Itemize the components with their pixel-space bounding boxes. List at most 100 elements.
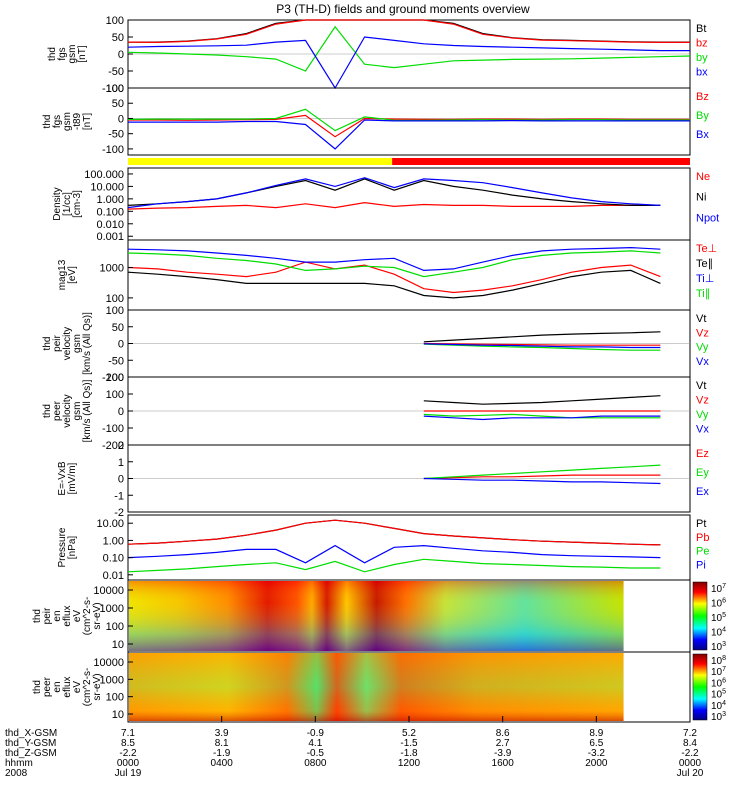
- y-axis-title: Pressure: [57, 527, 68, 567]
- legend-label: Te⊥: [696, 243, 717, 255]
- legend-label: Ne: [696, 171, 710, 183]
- series-line-Pt: [127, 519, 661, 546]
- y-axis-title: sr-eV): [92, 602, 103, 629]
- time-axis-value: -0.9: [307, 728, 325, 739]
- y-tick-label: 100: [106, 389, 124, 401]
- time-axis-value: 8.9: [589, 728, 603, 739]
- legend-label: Vt: [696, 380, 706, 392]
- y-axis-title: [km/s (All Qs)]: [82, 379, 93, 442]
- y-tick-label: -100: [102, 83, 124, 95]
- time-row-label: hhmm: [5, 758, 33, 769]
- spectrogram-shading: [129, 653, 624, 721]
- y-axis-title: thd: [42, 337, 53, 351]
- y-axis-title: thd: [42, 115, 53, 129]
- y-axis-title: [nT]: [77, 45, 88, 62]
- series-line-Vy: [423, 343, 661, 351]
- y-axis-title: (cm^2-s-: [82, 597, 93, 636]
- y-axis-title: fgs: [52, 115, 63, 128]
- y-tick-label: -50: [108, 129, 124, 141]
- y-tick-label: 0.01: [103, 570, 124, 582]
- y-tick-label: -100: [102, 423, 124, 435]
- legend-label: Bz: [696, 91, 709, 103]
- legend-label: Vx: [696, 424, 709, 436]
- series-line-Vx: [423, 343, 661, 349]
- panel-frame: [127, 514, 691, 581]
- legend-label: Ey: [696, 467, 709, 479]
- legend-label: Bx: [696, 129, 709, 141]
- time-axis-value: 2000: [585, 758, 608, 769]
- y-axis-title: thd: [32, 609, 43, 623]
- y-tick-label: 0.010: [96, 219, 124, 231]
- y-axis-title: [eV]: [67, 266, 78, 284]
- time-axis-value: -1.5: [400, 738, 418, 749]
- legend-label: Vz: [696, 395, 709, 407]
- legend-label: bz: [696, 38, 708, 50]
- series-line-Ey: [423, 464, 661, 480]
- y-axis-title: en: [52, 681, 63, 692]
- colorbar-tick-label: 108: [711, 655, 726, 667]
- y-axis-title: peer: [42, 676, 53, 697]
- time-axis-value: 4.1: [308, 738, 322, 749]
- y-axis-title: eV: [72, 610, 83, 623]
- panel-2: 100 50 0 -50 -100 Bz By Bx thd fgs gsm -t89 [nT]: [42, 83, 709, 156]
- series-line-Pb: [127, 519, 661, 546]
- series-line-Npot: [127, 177, 661, 209]
- legend-label: By: [696, 110, 709, 122]
- series-line-Vz: [423, 342, 661, 346]
- y-axis-title: gsm: [62, 112, 73, 131]
- y-axis-title: (cm^2-s-: [82, 668, 93, 707]
- time-axis-value: Jul 20: [677, 768, 704, 779]
- time-row-label: thd_Y-GSM: [5, 738, 56, 749]
- y-tick-label: -200: [102, 440, 124, 452]
- time-axis-value: 0000: [679, 758, 702, 769]
- time-axis-value: 8.1: [215, 738, 229, 749]
- y-axis-title: E=-VxB: [57, 461, 68, 496]
- series-line-Pe: [127, 558, 661, 573]
- y-tick-label: -1: [114, 490, 124, 502]
- series-line-Ez: [423, 474, 661, 480]
- series-line-Vt: [423, 395, 661, 405]
- time-axis-value: -3.2: [588, 748, 606, 759]
- legend-label: Vz: [696, 327, 709, 339]
- legend-label: Ti∥: [696, 288, 710, 300]
- y-axis-title: [km/s (All Qs)]: [82, 312, 93, 375]
- y-tick-label: 0.100: [96, 206, 124, 218]
- legend-label: Npot: [696, 212, 719, 224]
- y-axis-title: peir: [52, 334, 63, 351]
- y-axis-title: eflux: [62, 676, 73, 697]
- y-axis-title: eV: [72, 681, 83, 694]
- panel-3: [128, 158, 690, 165]
- y-axis-title: [mV/m]: [67, 462, 78, 494]
- y-tick-label: 50: [112, 98, 124, 110]
- y-tick-label: 0: [118, 339, 124, 351]
- time-axis-value: 3.9: [215, 728, 229, 739]
- y-axis-title: thd: [32, 680, 43, 694]
- y-tick-label: 10.00: [96, 518, 124, 530]
- y-axis-title: [1/cc]: [62, 192, 73, 216]
- legend-label: Pt: [696, 518, 706, 530]
- colorbar-tick-label: 105: [711, 689, 726, 701]
- colorbar-tick-label: 107: [711, 583, 726, 595]
- y-tick-label: 50: [112, 32, 124, 44]
- colorbar: [692, 581, 708, 651]
- series-line-bx: [127, 36, 690, 90]
- time-axis-value: -1.8: [400, 748, 418, 759]
- y-axis-title: -t89: [72, 112, 83, 130]
- y-axis-title: peir: [42, 607, 53, 624]
- legend-label: Pb: [696, 532, 709, 544]
- legend-label: Vx: [696, 356, 709, 368]
- time-axis-value: -2.2: [681, 748, 699, 759]
- colorbar-tick-label: 104: [711, 627, 726, 639]
- y-tick-label: 1.000: [96, 194, 124, 206]
- y-tick-label: -50: [108, 66, 124, 78]
- y-tick-label: -2: [114, 507, 124, 519]
- y-axis-title: [nT]: [82, 113, 93, 130]
- colorbar-tick-label: 106: [711, 598, 726, 610]
- mode-bar-segment-2: [392, 158, 690, 165]
- time-axis-value: -0.5: [307, 748, 325, 759]
- panel-8: 2 1 0 -1 -2 Ez Ey Ex E=-VxB [mV/m]: [57, 440, 709, 519]
- time-axis-value: -1.9: [213, 748, 231, 759]
